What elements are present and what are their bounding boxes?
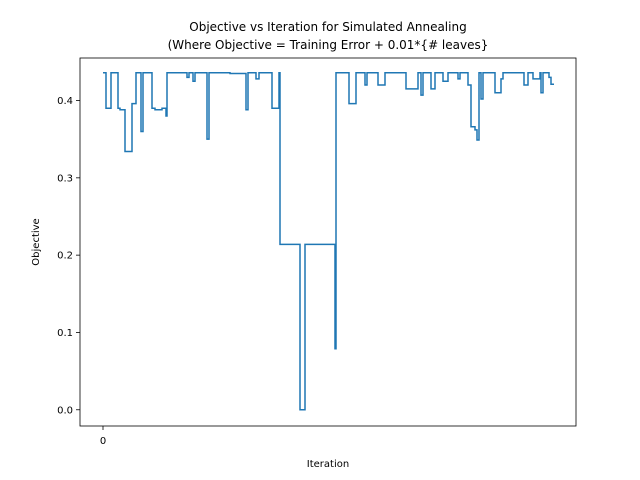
data-line [103,71,554,411]
chart-title: (Where Objective = Training Error + 0.01… [168,38,489,52]
chart-title: Objective vs Iteration for Simulated Ann… [189,20,466,34]
x-tick-label: 0 [100,436,106,447]
y-tick-label: 0.1 [57,328,73,339]
y-tick-label: 0.4 [57,96,73,107]
y-tick-label: 0.0 [57,405,73,416]
plot-frame [79,57,577,427]
y-axis-label: Objective [31,218,42,265]
y-tick-label: 0.2 [57,251,73,262]
x-axis-label: Iteration [307,459,349,470]
y-tick-label: 0.3 [57,173,73,184]
